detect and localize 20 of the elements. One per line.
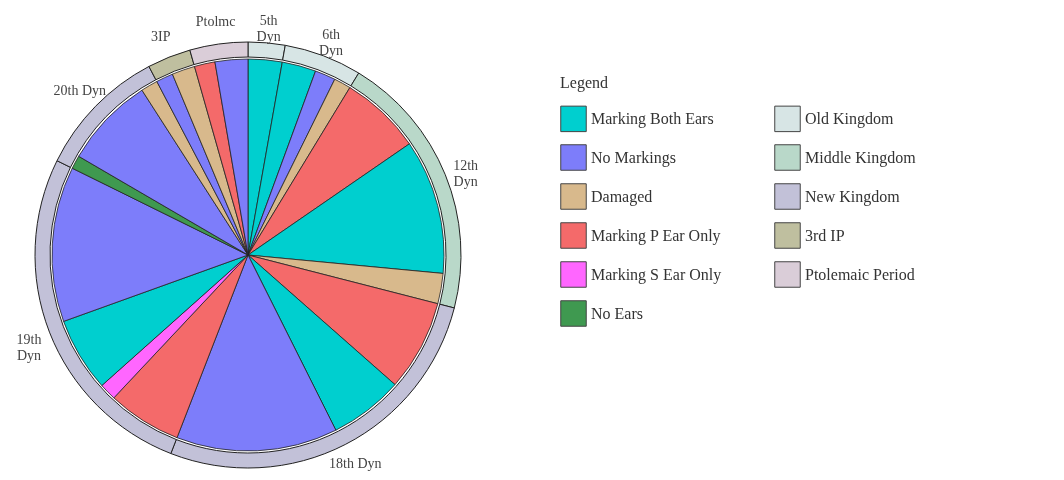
legend-label: New Kingdom — [805, 187, 901, 206]
legend-label: Damaged — [591, 187, 653, 206]
text: 12th Dyn — [453, 158, 479, 190]
text: 5th Dyn — [256, 12, 281, 44]
text: 3IP — [151, 28, 171, 44]
legend-label: No Markings — [591, 148, 676, 167]
legend-label: Old Kingdom — [805, 109, 894, 128]
text: 6th Dyn — [319, 27, 344, 59]
text: 20th Dyn — [53, 82, 106, 98]
text: 18th Dyn — [329, 456, 382, 472]
legend-label: Marking Both Ears — [591, 109, 714, 128]
legend-label: Middle Kingdom — [805, 148, 917, 167]
text: 19th Dyn — [16, 332, 42, 364]
legend-title: Legend — [560, 74, 608, 92]
legend-label: No Ears — [591, 304, 643, 322]
legend-label: 3rd IP — [805, 226, 845, 244]
legend-label: Marking P Ear Only — [591, 226, 721, 245]
legend-label: Ptolemaic Period — [805, 265, 915, 283]
text: Ptolmc — [195, 14, 236, 30]
legend-label: Marking S Ear Only — [591, 265, 722, 284]
